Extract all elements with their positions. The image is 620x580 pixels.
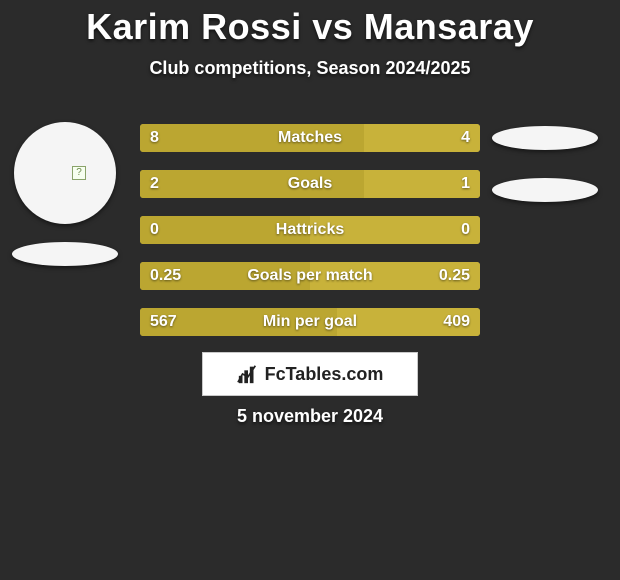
stat-label: Goals per match	[247, 262, 372, 290]
footer-date: 5 november 2024	[0, 406, 620, 427]
player-right-shadow-2	[492, 178, 598, 202]
stat-value-left: 0	[150, 216, 159, 244]
player-left-shadow	[12, 242, 118, 266]
stat-value-right: 4	[461, 124, 470, 152]
stat-value-right: 409	[443, 308, 470, 336]
stat-value-left: 0.25	[150, 262, 181, 290]
bar-chart-icon	[237, 363, 259, 385]
stat-label: Hattricks	[276, 216, 344, 244]
stat-label: Min per goal	[263, 308, 357, 336]
brand-text: FcTables.com	[265, 364, 384, 385]
stat-row: 0.25 0.25 Goals per match	[140, 262, 480, 290]
stat-row: 2 1 Goals	[140, 170, 480, 198]
player-right-shadow-1	[492, 126, 598, 150]
stat-value-right: 0	[461, 216, 470, 244]
stat-value-right: 0.25	[439, 262, 470, 290]
stats-container: 8 4 Matches 2 1 Goals 0 0 Hattricks 0.25 0.25 Goals…	[140, 124, 480, 354]
brand-box: FcTables.com	[202, 352, 418, 396]
stat-label: Matches	[278, 124, 342, 152]
stat-row: 8 4 Matches	[140, 124, 480, 152]
page-subtitle: Club competitions, Season 2024/2025	[0, 58, 620, 79]
stat-value-right: 1	[461, 170, 470, 198]
stat-value-left: 567	[150, 308, 177, 336]
stat-label: Goals	[288, 170, 332, 198]
stat-row: 567 409 Min per goal	[140, 308, 480, 336]
player-left-headshot: ?	[14, 122, 116, 224]
player-right-graphic	[490, 122, 600, 202]
stat-value-left: 8	[150, 124, 159, 152]
stat-value-left: 2	[150, 170, 159, 198]
page-title: Karim Rossi vs Mansaray	[0, 0, 620, 48]
stat-row: 0 0 Hattricks	[140, 216, 480, 244]
player-left-graphic: ?	[10, 122, 120, 266]
missing-image-icon: ?	[72, 166, 86, 180]
